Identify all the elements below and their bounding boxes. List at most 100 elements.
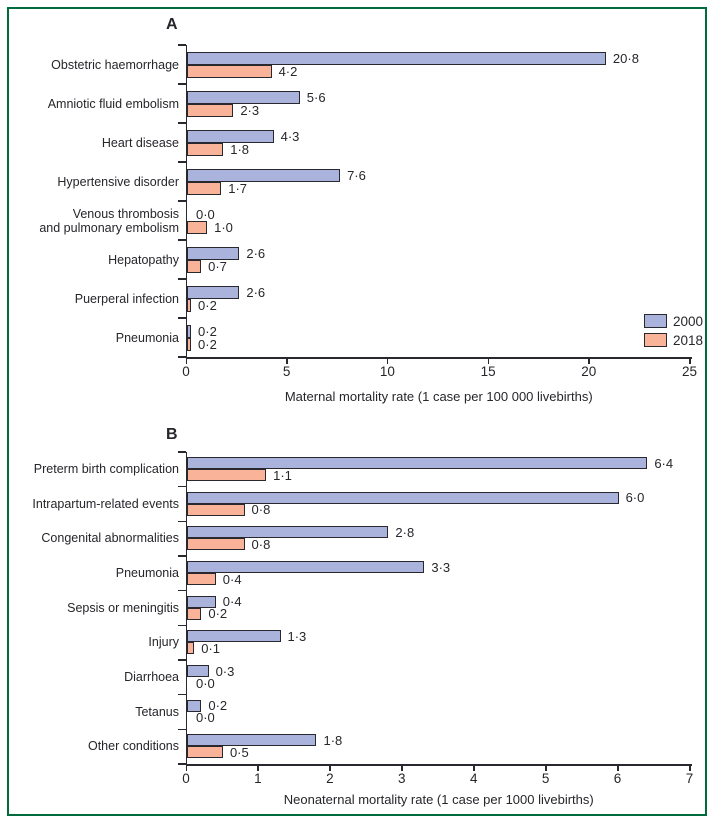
bar-2000 xyxy=(187,130,274,143)
value-label-text: 0·0 xyxy=(196,710,215,726)
category-label-text: Preterm birth complication xyxy=(33,462,179,476)
x-axis-tick xyxy=(185,358,187,364)
category-label: Preterm birth complication xyxy=(0,453,179,485)
y-axis-tick xyxy=(177,520,186,523)
value-label-text: 0·2 xyxy=(198,298,217,313)
value-label-text: 20·8 xyxy=(612,51,639,66)
value-label: 1·0 xyxy=(214,220,233,235)
x-tick-label: 15 xyxy=(468,364,508,379)
x-tick-label-text: 15 xyxy=(480,364,496,379)
value-label: 5·6 xyxy=(307,90,326,105)
value-label: 0·0 xyxy=(196,710,215,726)
bar-2000 xyxy=(187,286,240,299)
category-label: Diarrhoea xyxy=(0,661,179,693)
y-axis-tick xyxy=(177,239,186,241)
category-label-text: Amniotic fluid embolism xyxy=(47,97,179,111)
legend-label: 2018 xyxy=(673,332,703,348)
legend-label-text: 2018 xyxy=(673,332,704,348)
value-label: 1·8 xyxy=(230,142,249,157)
y-axis-tick xyxy=(177,728,186,731)
value-label: 0·8 xyxy=(252,502,271,517)
y-axis-tick xyxy=(177,317,186,319)
category-label: Other conditions xyxy=(0,730,179,762)
y-axis-tick xyxy=(177,624,186,627)
x-axis-title: Maternal mortality rate (1 case per 100 … xyxy=(107,389,713,404)
x-tick-label: 2 xyxy=(310,771,350,786)
value-label-text: 0·1 xyxy=(201,640,220,656)
legend-label: 2000 xyxy=(673,313,703,329)
value-label: 0·2 xyxy=(208,606,227,621)
value-label-text: 2·3 xyxy=(240,103,260,118)
value-label: 4·3 xyxy=(281,129,300,144)
category-label-text: Hepatopathy xyxy=(108,253,179,267)
category-label-text: Heart disease xyxy=(101,136,179,150)
y-axis-tick xyxy=(177,278,186,280)
bar-2018 xyxy=(187,104,234,117)
value-label: 0·5 xyxy=(229,744,249,760)
value-label: 6·0 xyxy=(626,490,645,505)
x-tick-label-text: 10 xyxy=(379,364,395,379)
value-label: 2·6 xyxy=(246,246,265,261)
x-tick-label: 5 xyxy=(267,364,307,379)
value-label-text: 0·8 xyxy=(251,536,271,552)
x-tick-label: 0 xyxy=(166,771,206,786)
value-label: 0·4 xyxy=(223,572,242,587)
x-tick-label: 0 xyxy=(166,364,206,379)
bar-2000 xyxy=(187,665,209,677)
panel-a-label: A xyxy=(166,16,178,34)
value-label: 4·2 xyxy=(279,64,298,79)
x-axis-tick xyxy=(401,765,403,771)
x-tick-label-text: 6 xyxy=(613,771,622,786)
value-label: 2·3 xyxy=(240,103,259,118)
value-label-text: 2·6 xyxy=(246,285,266,300)
x-axis-title: Neonaternal mortality rate (1 case per 1… xyxy=(107,792,713,807)
value-label-text: 0·5 xyxy=(229,744,249,760)
y-axis-tick xyxy=(177,485,186,488)
value-label-text: 2·8 xyxy=(395,524,415,540)
value-label-text: 4·2 xyxy=(278,64,298,79)
y-axis-tick xyxy=(177,200,186,202)
value-label-text: 1·7 xyxy=(228,181,248,196)
value-label: 0·2 xyxy=(208,698,227,713)
bar-2018 xyxy=(187,503,245,516)
bar-2018 xyxy=(187,260,202,273)
bar-2000 xyxy=(187,247,240,260)
bar-2000 xyxy=(187,526,389,539)
category-label: Heart disease xyxy=(0,126,179,160)
value-label: 20·8 xyxy=(613,51,639,66)
y-axis xyxy=(185,45,187,357)
panel-a-label-text: A xyxy=(166,16,178,33)
panel-b-label-text: B xyxy=(166,426,178,443)
panel-a: A Obstetric haemorrhage 20·8 4·2 Amniotic fl… xyxy=(0,16,713,404)
legend-swatch-2018 xyxy=(644,333,667,347)
value-label: 3·3 xyxy=(431,560,450,575)
y-axis-tick xyxy=(177,659,186,661)
value-label-text: 0·0 xyxy=(196,675,215,691)
category-label-text: Congenital abnormalities xyxy=(41,531,179,546)
value-label-text: 6·4 xyxy=(654,455,674,471)
y-axis-tick xyxy=(177,161,186,163)
category-label: Venous thrombosis and pulmonary embolism xyxy=(0,204,179,238)
x-axis xyxy=(185,357,692,359)
value-label: 0·1 xyxy=(201,640,220,656)
bar-2018 xyxy=(187,642,195,655)
category-label-text: Puerperal infection xyxy=(74,292,179,306)
bar-2018 xyxy=(187,607,202,620)
value-label-text: 0·7 xyxy=(208,259,227,274)
x-tick-label-text: 3 xyxy=(398,771,406,786)
y-axis-tick xyxy=(177,693,186,696)
x-tick-label: 1 xyxy=(238,771,278,786)
value-label-text: 1·0 xyxy=(214,220,233,235)
y-axis-tick xyxy=(177,44,186,46)
x-axis-tick xyxy=(286,358,288,364)
bar-2000 xyxy=(187,457,648,469)
category-label-text: Obstetric haemorrhage xyxy=(51,58,179,72)
value-label-text: 1·1 xyxy=(273,467,292,483)
x-tick-label-text: 0 xyxy=(182,364,190,379)
bar-2000 xyxy=(187,169,341,182)
x-axis-tick xyxy=(185,765,187,771)
x-tick-label-text: 20 xyxy=(581,364,597,379)
value-label: 0·0 xyxy=(196,207,215,222)
value-label-text: 0·3 xyxy=(215,663,235,679)
category-label-text: Tetanus xyxy=(135,704,179,719)
